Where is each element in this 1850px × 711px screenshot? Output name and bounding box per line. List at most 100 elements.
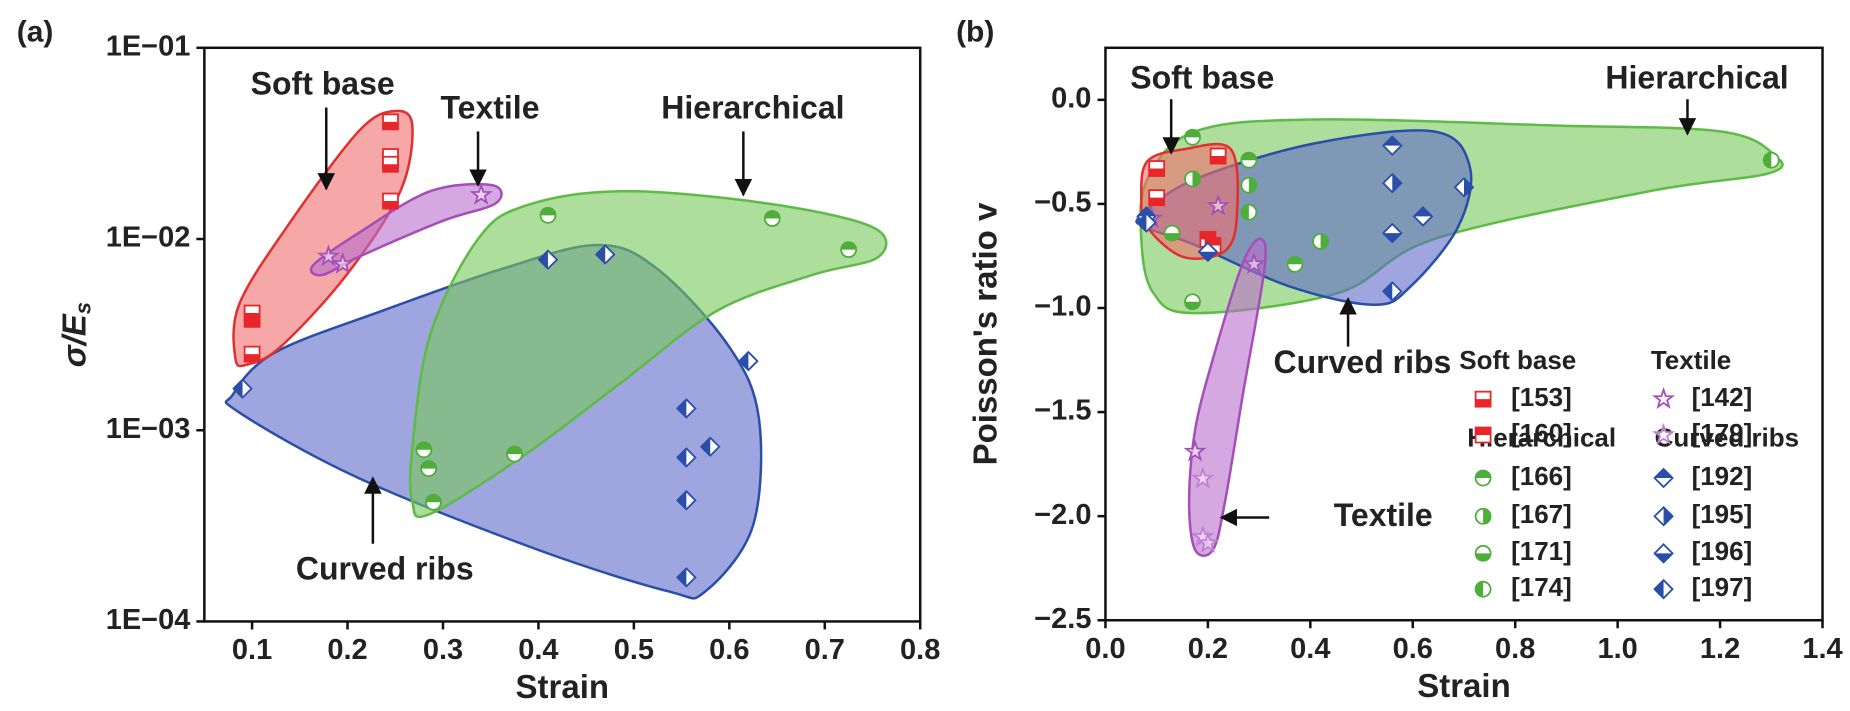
marker-fill [382,121,398,130]
data-point [1209,147,1227,165]
marker-fill [841,242,857,250]
marker-fill [244,313,260,321]
legend-marker [1474,580,1492,598]
marker-outline [1652,422,1676,445]
marker-fill [233,379,243,398]
data-point [1240,151,1258,169]
marker-fill [244,354,260,362]
marker-fill [382,201,398,209]
data-point [1136,212,1157,233]
marker-fill [1654,469,1673,479]
y-tick-label: −0.5 [1034,187,1091,219]
marker-fill [1383,233,1402,243]
x-axis-label: Strain [1417,667,1511,704]
data-point [1242,252,1266,275]
data-point [1184,128,1201,146]
data-point [316,244,340,267]
x-tick-label: 0.2 [327,634,367,666]
data-point [1453,177,1475,198]
data-point [1191,466,1215,489]
marker-fill [507,446,523,455]
marker-fill [1320,233,1329,249]
marker-fill [1663,507,1673,526]
y-axis-label-main: Poisson's ratio v [966,202,1003,465]
legend-marker [1653,506,1674,527]
legend-marker [1652,422,1676,445]
legend-marker [1653,467,1674,489]
legend-title: Soft base [1459,345,1576,375]
marker-fill [1241,152,1257,161]
legend-marker [1474,544,1492,562]
data-point [382,192,399,210]
data-point [331,251,355,274]
data-point [1184,170,1201,188]
plot-frame [203,46,922,623]
data-point [1312,232,1329,250]
data-point [243,345,261,363]
x-tick-label: 0.0 [1085,633,1125,665]
data-point [420,460,438,478]
legend-label: [166] [1511,461,1572,491]
marker-fill [1192,171,1201,187]
marker-fill [1137,207,1156,217]
marker-fill [1248,177,1257,193]
x-tick-label: 1.0 [1597,633,1637,665]
panel-label: (a) [17,15,54,48]
marker-fill [1185,301,1201,310]
marker-fill [1149,197,1165,206]
data-point [1412,206,1434,227]
marker-fill [1763,152,1772,168]
marker-outline [1191,466,1215,489]
y-tick-label: −2.5 [1034,603,1091,635]
annotation: Soft base [1130,60,1274,96]
data-point [415,441,433,459]
legend-marker [1474,469,1492,487]
marker-outline [469,182,493,205]
region [309,182,503,277]
marker-fill [540,207,556,216]
y-axis-label: Poisson's ratio v [966,202,1003,465]
legend-marker [1652,387,1676,409]
marker-outline [331,251,355,274]
marker-fill [1198,251,1217,261]
legend-marker [1474,390,1492,408]
annotation: Textile [1334,497,1433,533]
marker-fill [416,442,432,450]
data-point [763,210,781,227]
data-point [1183,439,1207,462]
data-point [676,490,697,511]
legend-label: [171] [1511,536,1572,566]
x-tick-label: 0.6 [709,634,749,666]
legend-title: Curved ribs [1655,423,1800,453]
legend-marker [1474,507,1492,525]
marker-fill [1414,207,1433,217]
data-point [1382,172,1403,194]
marker-fill [701,437,711,456]
marker-fill [764,211,780,219]
x-tick-label: 0.8 [900,634,940,666]
x-tick-label: 1.4 [1802,633,1842,665]
data-point [1148,189,1166,207]
marker-fill [677,568,687,587]
marker-fill [1149,168,1165,177]
marker-fill [244,319,260,327]
data-point [1184,293,1201,311]
marker-fill [1185,129,1201,138]
marker-fill [1654,553,1673,563]
legend-label: [179] [1692,418,1753,448]
data-point [537,249,559,270]
data-point [232,378,253,399]
x-tick-label: 0.1 [232,634,272,666]
legend-label: [195] [1692,499,1753,529]
data-point [1762,151,1780,169]
legend-label: [142] [1692,382,1753,412]
marker-fill [538,250,548,269]
data-point [1148,160,1166,177]
y-tick-label: 1E−03 [106,413,191,445]
marker-outline [1196,531,1220,554]
marker-fill [1475,581,1484,597]
data-point [425,493,442,511]
data-point [738,350,759,372]
y-tick-label: 1E−04 [106,604,191,636]
data-point [1240,203,1258,221]
